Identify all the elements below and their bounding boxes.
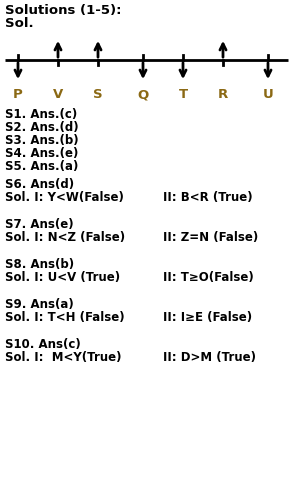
Text: S7. Ans(e): S7. Ans(e)	[5, 218, 74, 231]
Text: V: V	[53, 88, 63, 101]
Text: S4. Ans.(e): S4. Ans.(e)	[5, 147, 78, 160]
Text: S1. Ans.(c): S1. Ans.(c)	[5, 108, 77, 121]
Text: S10. Ans(c): S10. Ans(c)	[5, 338, 81, 351]
Text: S9. Ans(a): S9. Ans(a)	[5, 298, 74, 311]
Text: S6. Ans(d): S6. Ans(d)	[5, 178, 74, 191]
Text: S5. Ans.(a): S5. Ans.(a)	[5, 160, 78, 173]
Text: T: T	[178, 88, 188, 101]
Text: S: S	[93, 88, 103, 101]
Text: P: P	[13, 88, 23, 101]
Text: Sol.: Sol.	[5, 17, 34, 30]
Text: Q: Q	[137, 88, 149, 101]
Text: S2. Ans.(d): S2. Ans.(d)	[5, 121, 79, 134]
Text: Sol. I: N<Z (False): Sol. I: N<Z (False)	[5, 231, 125, 244]
Text: Sol. I: U<V (True): Sol. I: U<V (True)	[5, 271, 120, 284]
Text: II: T≥O(False): II: T≥O(False)	[163, 271, 254, 284]
Text: S3. Ans.(b): S3. Ans.(b)	[5, 134, 79, 147]
Text: Sol. I: Y<W(False): Sol. I: Y<W(False)	[5, 191, 124, 204]
Text: Sol. I:  M<Y(True): Sol. I: M<Y(True)	[5, 351, 122, 364]
Text: R: R	[218, 88, 228, 101]
Text: II: I≥E (False): II: I≥E (False)	[163, 311, 252, 324]
Text: II: B<R (True): II: B<R (True)	[163, 191, 253, 204]
Text: II: Z=N (False): II: Z=N (False)	[163, 231, 258, 244]
Text: S8. Ans(b): S8. Ans(b)	[5, 258, 74, 271]
Text: U: U	[263, 88, 273, 101]
Text: Sol. I: T<H (False): Sol. I: T<H (False)	[5, 311, 124, 324]
Text: II: D>M (True): II: D>M (True)	[163, 351, 256, 364]
Text: Solutions (1-5):: Solutions (1-5):	[5, 4, 122, 17]
